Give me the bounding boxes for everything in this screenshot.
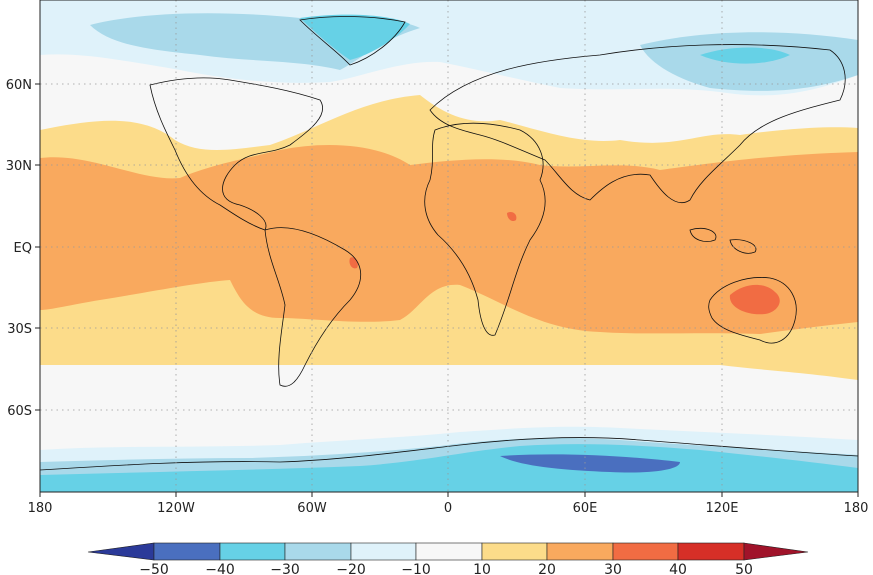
africa-coast <box>424 122 546 336</box>
australia-hot <box>729 284 780 315</box>
colorbar-swatch <box>350 542 417 561</box>
y-tick-label: 60S <box>7 404 32 419</box>
australia-coast <box>708 277 797 344</box>
colorbar: −50 −40 −30 −20 −10 10 20 30 40 50 <box>87 542 809 575</box>
colorbar-swatch <box>219 542 286 561</box>
south-america-coast <box>264 227 362 387</box>
colorbar-label: −10 <box>401 562 431 575</box>
north-america-coast <box>149 77 323 231</box>
y-axis-labels: 60N 30N EQ 30S 60S <box>6 78 32 419</box>
siberia-cold <box>700 47 790 64</box>
colorbar-label: 10 <box>473 562 491 575</box>
colorbar-swatch <box>546 542 614 561</box>
new-guinea-coast <box>729 239 757 254</box>
colorbar-label: −20 <box>336 562 366 575</box>
y-tick-label: EQ <box>14 241 32 256</box>
colorbar-label: 20 <box>538 562 556 575</box>
indonesia-coast <box>689 227 717 242</box>
colorbar-swatch <box>481 542 548 561</box>
x-tick-label: 0 <box>444 501 452 516</box>
x-tick-label: 120E <box>705 501 738 516</box>
y-tick-label: 30S <box>7 322 32 337</box>
map-field <box>40 0 858 492</box>
africa-hot <box>507 211 517 222</box>
x-tick-label: 60E <box>573 501 598 516</box>
colorbar-high-arrow <box>743 542 809 561</box>
greenland-coast <box>299 16 406 66</box>
greenland-cold <box>300 14 410 60</box>
colorbar-swatch <box>612 542 679 561</box>
colorbar-label: 50 <box>735 562 753 575</box>
y-tick-label: 60N <box>6 78 32 93</box>
map-frame <box>39 0 859 493</box>
colorbar-label: 30 <box>604 562 622 575</box>
colorbar-swatch <box>153 542 221 561</box>
warm-band <box>40 145 858 334</box>
coastlines <box>40 16 858 471</box>
eurasia-coast <box>429 44 846 203</box>
antarctic-cold <box>40 444 858 492</box>
x-tick-label: 120W <box>157 501 195 516</box>
colorbar-low-arrow <box>87 542 155 561</box>
x-tick-label: 180 <box>28 501 53 516</box>
tick-marks <box>35 83 859 497</box>
colorbar-label: 40 <box>669 562 687 575</box>
antarctic-very-cold <box>500 454 680 473</box>
colorbar-swatch <box>415 542 483 561</box>
antarctica-coast <box>40 437 858 471</box>
y-tick-label: 30N <box>6 159 32 174</box>
colorbar-label: −30 <box>270 562 300 575</box>
colorbar-swatch <box>284 542 352 561</box>
x-tick-label: 180 <box>844 501 869 516</box>
colorbar-swatch <box>677 542 745 561</box>
x-tick-label: 60W <box>297 501 327 516</box>
x-axis-labels: 180 120W 60W 0 60E 120E 180 <box>28 501 869 516</box>
colorbar-label: −40 <box>205 562 235 575</box>
colorbar-label: −50 <box>139 562 169 575</box>
